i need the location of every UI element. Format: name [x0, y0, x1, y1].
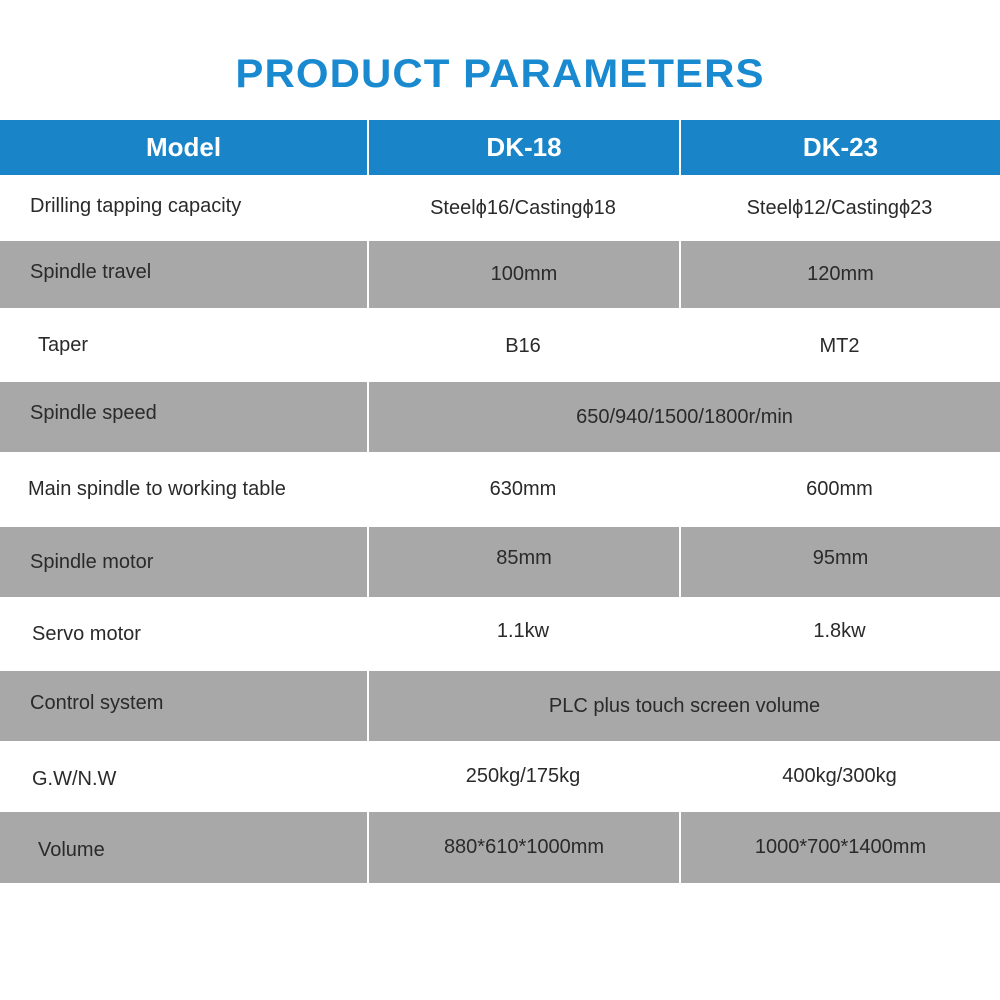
- cell-dk18: 250kg/175kg: [367, 743, 679, 810]
- cell-merged: PLC plus touch screen volume: [369, 671, 1000, 741]
- cell-dk23: 1000*700*1400mm: [681, 812, 1000, 883]
- cell-dk18: 85mm: [369, 527, 679, 597]
- row-label: Control system: [0, 671, 367, 741]
- page-title: PRODUCT PARAMETERS: [235, 52, 765, 96]
- header-dk23: DK-23: [681, 120, 1000, 175]
- table-row: Main spindle to working table 630mm 600m…: [0, 454, 1000, 525]
- row-label: Spindle motor: [0, 527, 367, 597]
- table-row: Spindle speed 650/940/1500/1800r/min: [0, 382, 1000, 452]
- table-row: Volume 880*610*1000mm 1000*700*1400mm: [0, 812, 1000, 883]
- cell-dk18: B16: [367, 310, 679, 381]
- header-model: Model: [0, 120, 367, 175]
- cell-dk18: 630mm: [367, 454, 679, 525]
- table-row: Control system PLC plus touch screen vol…: [0, 671, 1000, 741]
- table-row: Spindle travel 100mm 120mm: [0, 241, 1000, 308]
- table-row: Taper B16 MT2: [0, 310, 1000, 381]
- row-label: Spindle speed: [0, 382, 367, 452]
- cell-dk23: 120mm: [681, 241, 1000, 308]
- cell-dk23: MT2: [679, 310, 1000, 381]
- table-row: Spindle motor 85mm 95mm: [0, 527, 1000, 597]
- table-header: Model DK-18 DK-23: [0, 120, 1000, 175]
- cell-dk23: 600mm: [679, 454, 1000, 525]
- cell-dk23: Steelϕ12/Castingϕ23: [679, 177, 1000, 239]
- cell-dk18: 100mm: [369, 241, 679, 308]
- cell-dk23: 95mm: [681, 527, 1000, 597]
- cell-dk18: 1.1kw: [367, 599, 679, 669]
- table-row: Drilling tapping capacity Steelϕ16/Casti…: [0, 177, 1000, 239]
- header-dk18: DK-18: [369, 120, 679, 175]
- cell-dk18: Steelϕ16/Castingϕ18: [367, 177, 679, 239]
- row-label: Drilling tapping capacity: [0, 177, 367, 239]
- table-row: G.W/N.W 250kg/175kg 400kg/300kg: [0, 743, 1000, 810]
- cell-merged: 650/940/1500/1800r/min: [369, 382, 1000, 452]
- cell-dk18: 880*610*1000mm: [369, 812, 679, 883]
- row-label: Servo motor: [0, 599, 367, 669]
- row-label: G.W/N.W: [0, 743, 367, 810]
- row-label: Volume: [0, 812, 367, 883]
- row-label: Taper: [0, 310, 367, 381]
- row-label: Main spindle to working table: [0, 454, 367, 525]
- cell-dk23: 400kg/300kg: [679, 743, 1000, 810]
- cell-dk23: 1.8kw: [679, 599, 1000, 669]
- table-row: Servo motor 1.1kw 1.8kw: [0, 599, 1000, 669]
- row-label: Spindle travel: [0, 241, 367, 308]
